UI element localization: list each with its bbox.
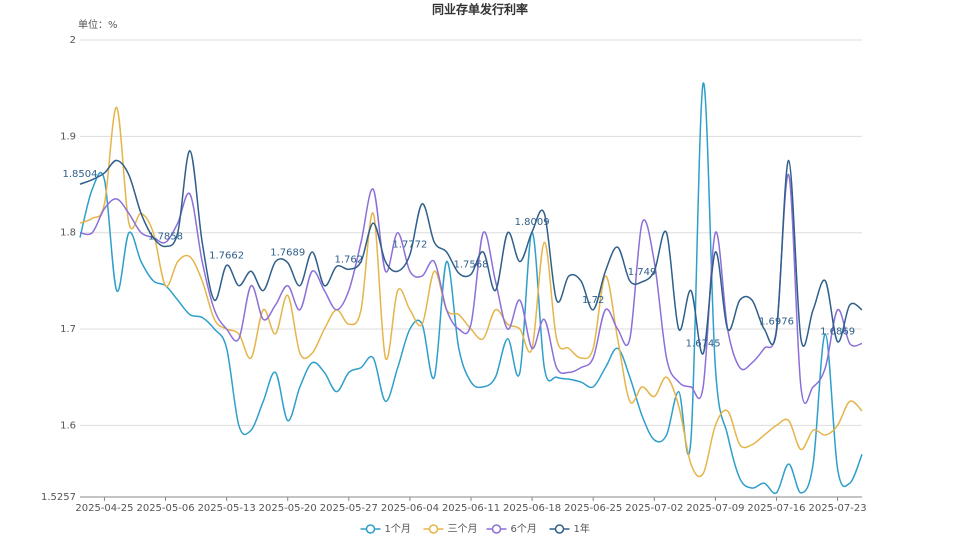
value-label: 1.7772 [392, 240, 427, 251]
x-tick-label: 2025-05-13 [198, 503, 256, 514]
value-label: 1.749 [628, 267, 657, 278]
series-line [79, 174, 863, 405]
value-label: 1.7568 [454, 259, 489, 270]
value-label: 1.6976 [759, 316, 794, 327]
x-tick-label: 2025-05-20 [259, 503, 317, 514]
unit-label: 单位：% [78, 18, 118, 31]
x-tick-label: 2025-06-18 [503, 503, 561, 514]
value-label: 1.7858 [148, 231, 183, 242]
value-label: 1.8009 [515, 217, 550, 228]
x-tick-label: 2025-06-04 [381, 503, 439, 514]
legend-label: 1年 [574, 522, 590, 535]
x-tick-label: 2025-07-23 [809, 503, 867, 514]
x-tick-label: 2025-04-25 [75, 503, 133, 514]
y-tick-label: 1.8 [60, 228, 76, 239]
series-line [79, 150, 863, 355]
value-label: 1.7689 [270, 248, 305, 259]
legend-marker [428, 524, 439, 534]
value-label: 1.6869 [820, 327, 855, 338]
legend-marker [554, 524, 565, 534]
x-tick-label: 2025-05-27 [320, 503, 378, 514]
x-tick-label: 2025-07-09 [686, 503, 744, 514]
legend-label: 6个月 [511, 523, 537, 535]
value-label: 1.72 [582, 295, 604, 306]
x-tick-label: 2025-05-06 [136, 503, 194, 514]
value-label: 1.8504 [63, 169, 98, 180]
series-line [79, 106, 863, 478]
legend-label: 三个月 [448, 523, 478, 535]
y-tick-label: 1.5257 [41, 492, 76, 503]
y-tick-label: 1.7 [60, 324, 76, 335]
chart-title: 同业存单发行利率 [432, 2, 528, 17]
series-line [79, 82, 863, 495]
value-label: 1.7662 [209, 250, 244, 261]
legend-marker [491, 524, 502, 534]
legend-marker [365, 524, 376, 534]
legend-label: 1个月 [385, 523, 411, 535]
y-tick-label: 1.9 [60, 131, 76, 142]
value-label: 1.762 [334, 254, 363, 265]
value-label: 1.6745 [686, 339, 721, 350]
y-tick-label: 2 [70, 35, 76, 46]
x-tick-label: 2025-06-11 [442, 503, 500, 514]
x-tick-label: 2025-07-16 [747, 503, 805, 514]
y-tick-label: 1.6 [60, 420, 76, 431]
x-tick-label: 2025-07-02 [625, 503, 683, 514]
x-tick-label: 2025-06-25 [564, 503, 622, 514]
